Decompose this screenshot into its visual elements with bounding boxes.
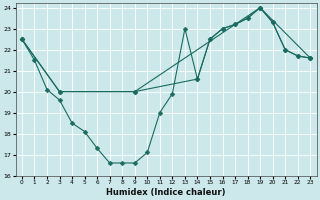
X-axis label: Humidex (Indice chaleur): Humidex (Indice chaleur) (106, 188, 226, 197)
